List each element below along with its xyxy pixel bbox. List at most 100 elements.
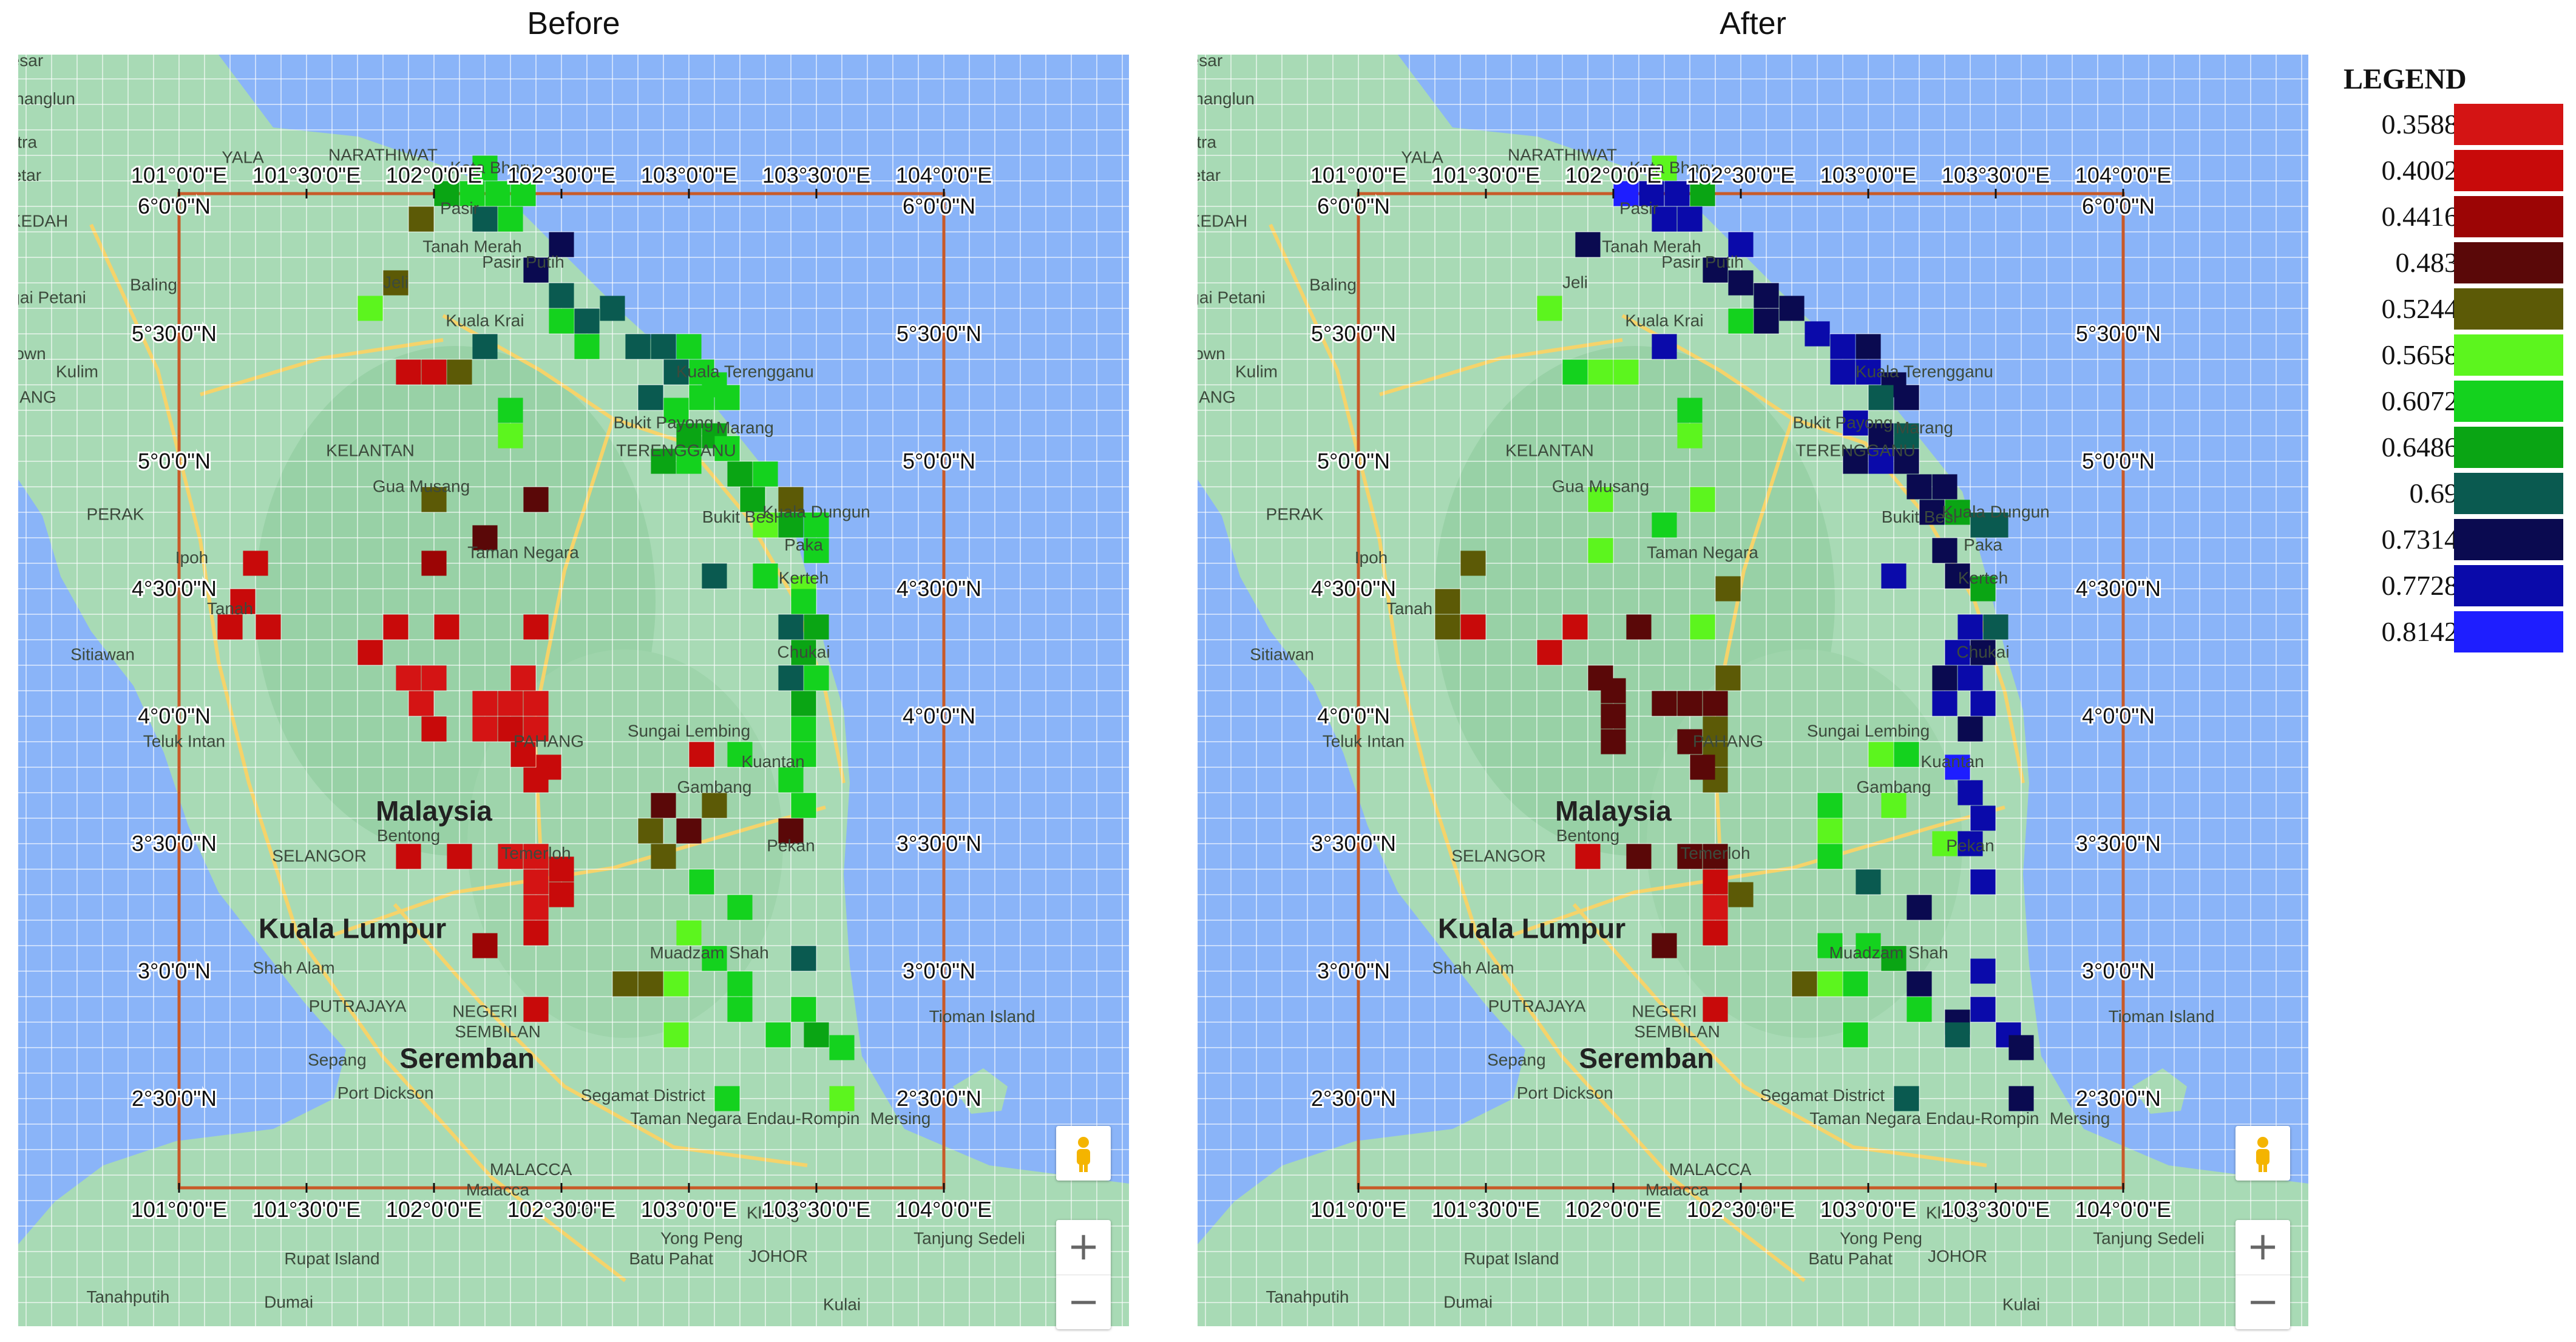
grid-cell	[1907, 474, 1932, 500]
road	[1572, 903, 1987, 1167]
grid-cell	[651, 449, 676, 474]
street-view-pegman-button[interactable]	[1056, 1126, 1111, 1181]
place-label: Kota Bharu	[450, 158, 535, 177]
grid-cell	[1970, 805, 1996, 831]
grid-cell	[804, 538, 829, 563]
grid-cell	[1957, 665, 1983, 691]
grid-cell	[778, 818, 804, 844]
grid-cell	[1677, 206, 1703, 232]
pegman-icon	[2256, 1137, 2269, 1172]
grid-cell	[753, 563, 778, 589]
grid-cell	[1575, 232, 1601, 257]
place-label: Changlun	[18, 89, 75, 108]
after-map[interactable]: Besar Changlun Jitra Setar KEDAH ungai Petani…	[1198, 55, 2308, 1329]
latitude-label: 3°30'0"N	[897, 831, 981, 856]
latitude-label: 4°0'0"N	[1317, 703, 1390, 728]
place-label: ungai Petani	[18, 288, 86, 307]
grid-cell	[1881, 946, 1907, 971]
grid-cell	[1843, 1022, 1868, 1048]
place-label: Kota Bharu	[1630, 158, 1715, 177]
legend-item: 0.4002	[2340, 147, 2571, 194]
grid-cell	[1652, 206, 1677, 232]
longitude-label: 102°30'0"E	[1687, 1197, 1795, 1222]
longitude-label: 101°0'0"E	[1310, 163, 1406, 188]
grid-cell	[1894, 449, 1919, 474]
grid-cell	[1843, 449, 1868, 474]
place-label: Marang	[716, 418, 774, 437]
place-label: Taman Negara Endau-Rompin	[630, 1109, 859, 1128]
place-label: Setar	[1198, 166, 1221, 185]
place-label: Kerteh	[1958, 569, 2008, 588]
place-label: Gambang	[677, 778, 752, 796]
legend-item-swatch	[2454, 150, 2563, 191]
place-label: PAHANG	[1693, 731, 1763, 750]
legend-item-label: 0.7728	[2381, 570, 2459, 601]
grid-cell	[1907, 997, 1932, 1022]
grid-cell	[523, 487, 549, 512]
grid-cell	[1779, 296, 1805, 321]
grid-cell	[1881, 793, 1907, 818]
before-map[interactable]: Besar Changlun Jitra Setar KEDAH ungai Petani…	[18, 55, 1129, 1329]
before-panel-title: Before	[527, 6, 620, 41]
before-map-canvas: Besar Changlun Jitra Setar KEDAH ungai Petani…	[18, 55, 1129, 1326]
place-label: Muadzam Shah	[650, 943, 769, 962]
longitude-label: 102°30'0"E	[507, 1197, 615, 1222]
place-label: Tanah Merah	[1602, 237, 1701, 256]
road	[1621, 314, 2025, 784]
grid-cell	[498, 398, 523, 423]
grid-cell	[1868, 742, 1894, 767]
place-label: Pasir	[1619, 199, 1658, 218]
zoom-in-button[interactable]: +	[2235, 1220, 2290, 1275]
place-label: Ipoh	[175, 548, 209, 567]
grid-cell	[2008, 1086, 2034, 1111]
grid-cell	[1703, 920, 1728, 946]
place-label: Muadzam Shah	[1829, 943, 1948, 962]
legend-item-swatch	[2454, 104, 2563, 145]
grid-cell	[1843, 971, 1868, 997]
grid-cell	[1435, 614, 1460, 640]
latitude-label: 6°0'0"N	[138, 194, 211, 219]
place-label: Rupat Island	[1463, 1249, 1559, 1268]
grid-cell	[243, 551, 268, 576]
grid-cell	[1932, 538, 1957, 563]
place-label: Besar	[18, 55, 43, 70]
grid-cell	[1677, 691, 1703, 716]
grid-cell	[676, 334, 702, 359]
grid-cell	[1856, 334, 1881, 359]
grid-cell	[1957, 716, 1983, 742]
grid-cell	[829, 1035, 855, 1060]
longitude-label: 101°30'0"E	[253, 1197, 361, 1222]
longitude-label: 102°30'0"E	[507, 163, 615, 188]
place-label: SELANGOR	[272, 846, 367, 865]
grid-cell	[791, 691, 816, 716]
grid-cell	[472, 933, 498, 958]
place-label: Yong Peng	[660, 1228, 743, 1247]
legend-item-label: 0.483	[2395, 247, 2459, 278]
grid-cell	[421, 551, 447, 576]
grid-cell	[549, 882, 574, 907]
grid-cell	[498, 206, 523, 232]
place-label: MALACCA	[1669, 1160, 1752, 1179]
grid-cell	[1932, 831, 1957, 856]
road	[393, 903, 808, 1167]
grid-cell	[1703, 257, 1728, 283]
place-label: Pasir Putih	[482, 252, 564, 271]
grid-cell	[1728, 270, 1754, 296]
grid-cell	[1690, 754, 1715, 780]
grid-cell	[1754, 283, 1779, 308]
place-label: Yong Peng	[1840, 1228, 1922, 1247]
zoom-out-button[interactable]: −	[1067, 1279, 1100, 1324]
place-label: Chukai	[777, 642, 830, 661]
grid-cell	[256, 614, 281, 640]
street-view-pegman-button[interactable]	[2235, 1126, 2290, 1181]
zoom-out-button[interactable]: −	[2246, 1279, 2279, 1324]
grid-cell	[549, 283, 574, 308]
place-label: Baling	[1309, 276, 1357, 294]
place-label: Jitra	[18, 132, 37, 151]
grid-cell	[1715, 576, 1741, 602]
grid-cell	[217, 614, 243, 640]
grid-cell	[1970, 691, 1996, 716]
place-label: KELANTAN	[1505, 441, 1594, 460]
grid-cell	[1894, 385, 1919, 410]
zoom-in-button[interactable]: +	[1056, 1220, 1111, 1275]
